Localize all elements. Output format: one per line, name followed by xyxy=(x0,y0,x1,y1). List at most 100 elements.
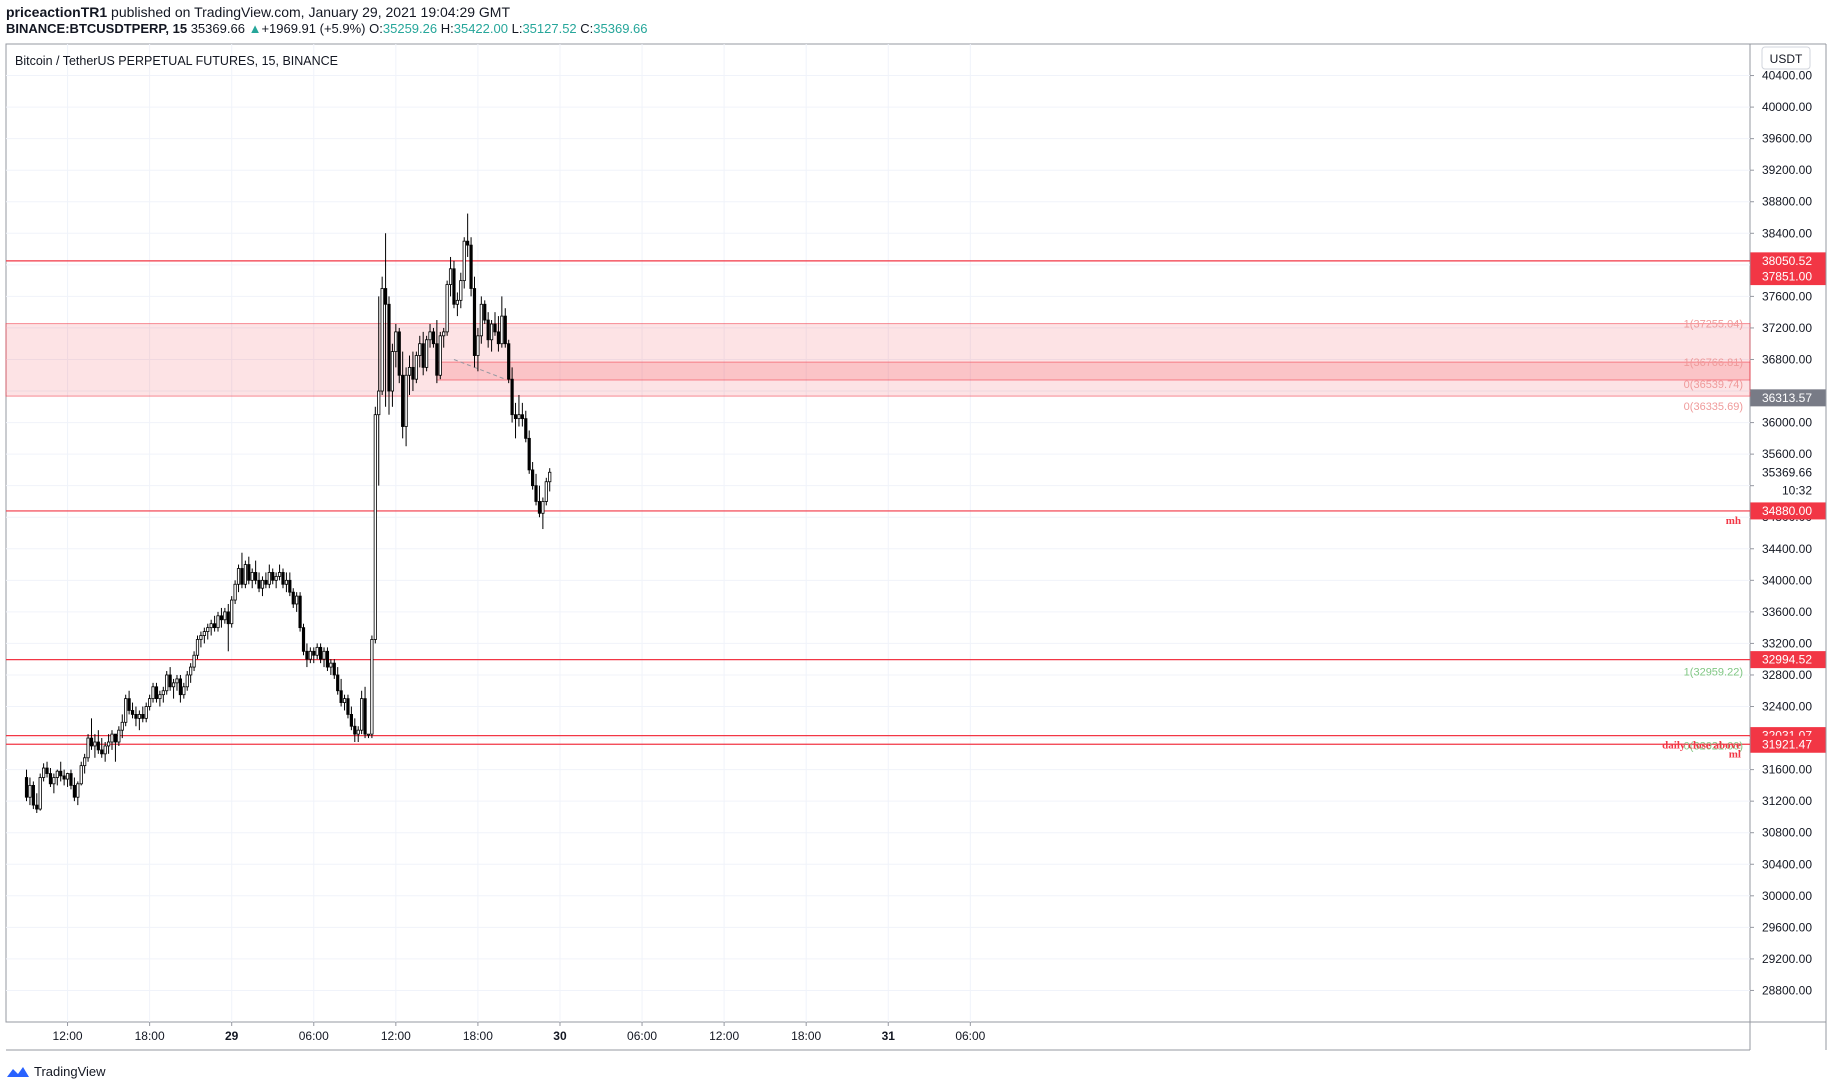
level-price-badge[interactable] xyxy=(1750,735,1826,753)
candle xyxy=(295,592,299,612)
candle xyxy=(137,710,141,731)
candle xyxy=(89,718,94,750)
high-value: 35422.00 xyxy=(453,21,508,36)
candle xyxy=(431,327,436,348)
low-value: 35127.52 xyxy=(522,21,577,36)
y-tick-label: 34400.00 xyxy=(1762,542,1812,556)
candle xyxy=(52,773,56,794)
candle xyxy=(38,773,42,811)
candle xyxy=(223,607,227,624)
level-price-badge-text: 38050.52 xyxy=(1762,254,1812,268)
brand-label[interactable]: TradingView xyxy=(34,1064,106,1079)
last-price-badge[interactable] xyxy=(1751,464,1825,481)
candle xyxy=(72,777,76,802)
candle xyxy=(493,312,497,336)
candle-body xyxy=(161,690,165,696)
candle-body xyxy=(298,595,302,629)
publisher-name[interactable]: priceactionTR1 xyxy=(6,4,108,20)
fib-label: 0(32021.00) xyxy=(1684,740,1743,752)
footer: TradingView xyxy=(6,1064,106,1079)
candle-body xyxy=(356,729,360,735)
candle-body xyxy=(401,374,405,427)
candle-body xyxy=(89,737,94,747)
candle-body xyxy=(291,591,295,605)
y-tick-label: 30800.00 xyxy=(1762,826,1812,840)
x-tick-label: 18:00 xyxy=(791,1029,821,1043)
price-axis[interactable]: 28800.00 29200.00 29600.00 30000.00 30400.00… xyxy=(1750,69,1826,998)
candle xyxy=(339,678,343,707)
candle-body xyxy=(390,351,395,392)
candle-body xyxy=(76,783,80,798)
candle-body xyxy=(103,745,107,755)
y-tick-label: 33200.00 xyxy=(1762,636,1812,650)
candle xyxy=(189,663,193,683)
candle xyxy=(489,320,494,352)
candle xyxy=(240,552,244,589)
candle xyxy=(370,635,374,739)
y-tick-label: 40400.00 xyxy=(1762,69,1812,83)
candle-body xyxy=(452,268,456,305)
candle xyxy=(24,769,29,802)
chart-frame xyxy=(5,43,1751,1023)
candle xyxy=(216,611,220,632)
candle-body xyxy=(489,323,494,341)
candle-body xyxy=(72,784,76,798)
candle-body xyxy=(93,741,97,747)
candle xyxy=(407,355,412,395)
candle-body xyxy=(370,639,374,735)
candle xyxy=(520,402,524,427)
candle xyxy=(127,690,131,715)
candle xyxy=(86,734,90,762)
price-badge[interactable] xyxy=(1750,268,1826,286)
candle-body xyxy=(319,646,323,660)
candle xyxy=(110,730,114,750)
time-axis[interactable]: 12:00 18:00 29 06:00 12:00 18:00 30 06:00 12:00 1… xyxy=(53,1022,986,1043)
candle xyxy=(171,678,176,699)
currency-box[interactable] xyxy=(1761,46,1811,70)
zone-box[interactable] xyxy=(5,323,1751,397)
candle xyxy=(411,351,415,392)
y-tick-label: 30400.00 xyxy=(1762,857,1812,871)
dashed-trend-line[interactable] xyxy=(453,359,506,380)
zone-box[interactable] xyxy=(436,361,1751,381)
candle xyxy=(418,335,422,368)
candle-body xyxy=(141,714,145,719)
candle-body xyxy=(206,627,210,632)
candle-body xyxy=(247,564,251,581)
candle-body xyxy=(483,303,487,321)
price-badge[interactable] xyxy=(1750,389,1826,407)
candle-body xyxy=(42,767,46,778)
candle-body xyxy=(62,775,66,780)
candle-body xyxy=(165,674,169,692)
level-price-badge[interactable] xyxy=(1750,651,1826,669)
candle-body xyxy=(476,335,480,356)
candle-body xyxy=(493,323,497,333)
close-label: C: xyxy=(580,21,594,36)
level-price-badge[interactable] xyxy=(1750,502,1826,520)
open-value: 35259.26 xyxy=(382,21,438,36)
open-label: O: xyxy=(369,21,383,36)
candle xyxy=(531,462,535,490)
candle-body xyxy=(308,650,312,660)
candle-body xyxy=(295,595,299,605)
candle-body xyxy=(336,674,340,692)
candle-body xyxy=(59,770,63,777)
candle xyxy=(421,331,425,376)
candle xyxy=(445,280,449,336)
candle xyxy=(332,659,336,679)
candle xyxy=(103,742,107,762)
candle xyxy=(401,351,405,439)
candle-body xyxy=(531,469,535,487)
candle xyxy=(394,323,398,368)
candle xyxy=(305,643,309,668)
candle xyxy=(349,706,353,731)
candle-body xyxy=(496,331,501,345)
x-tick-label: 06:00 xyxy=(627,1029,657,1043)
candle xyxy=(28,777,32,806)
level-note: ml xyxy=(1729,748,1741,760)
candle xyxy=(377,296,381,486)
candle xyxy=(387,296,391,415)
candle xyxy=(260,576,265,597)
candle-body xyxy=(100,749,104,755)
